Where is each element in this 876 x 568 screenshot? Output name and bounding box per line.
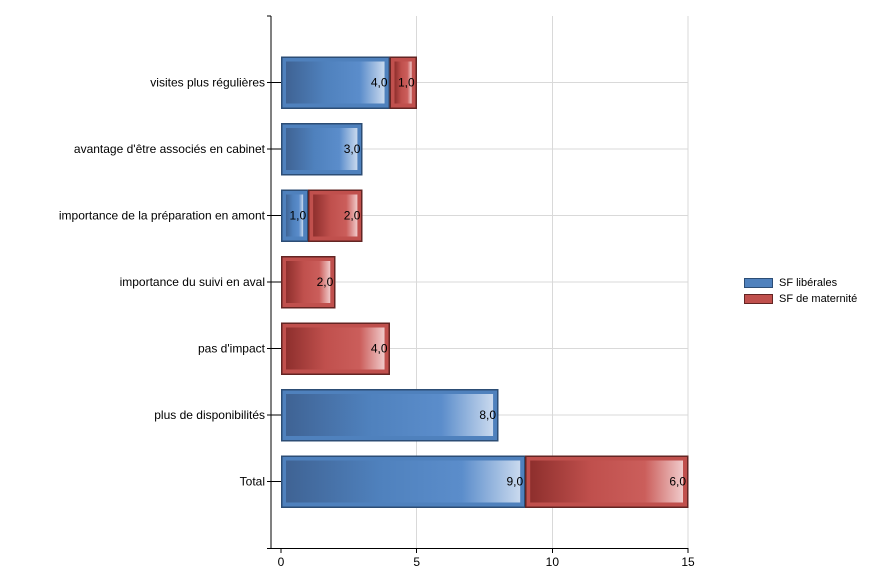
bar-fill-sf-maternite-2 xyxy=(313,194,358,237)
data-label-sf-maternite-4: 4,0 xyxy=(371,342,388,356)
data-label-sf-liberales-6: 9,0 xyxy=(507,475,524,489)
bar-fill-sf-liberales-0 xyxy=(286,61,385,104)
legend-item-sf-maternite: SF de maternité xyxy=(744,292,857,306)
bar-fill-sf-maternite-0 xyxy=(394,61,412,104)
x-tick-label-3: 15 xyxy=(681,555,695,568)
x-tick-label-0: 0 xyxy=(278,555,285,568)
data-label-sf-maternite-3: 2,0 xyxy=(317,275,334,289)
category-label-0: visites plus régulières xyxy=(150,76,265,90)
legend-swatch-sf-maternite xyxy=(744,294,773,304)
x-tick-label-2: 10 xyxy=(546,555,560,568)
labels: 4,0 1,0 3,0 1,0 2,0 2,0 4,0 8,0 9,0 6,0 visites pl… xyxy=(59,76,695,568)
legend-swatch-sf-liberales xyxy=(744,278,773,288)
x-tick-label-1: 5 xyxy=(413,555,420,568)
legend-label-sf-maternite: SF de maternité xyxy=(779,293,858,305)
data-label-sf-liberales-2: 1,0 xyxy=(289,209,306,223)
category-label-1: avantage d'être associés en cabinet xyxy=(74,142,266,156)
bar-fill-sf-liberales-6 xyxy=(286,460,521,503)
legend-item-sf-liberales: SF libérales xyxy=(744,276,857,290)
bar-fill-sf-maternite-3 xyxy=(286,261,331,303)
data-label-sf-liberales-0: 4,0 xyxy=(371,76,388,90)
category-label-4: pas d'impact xyxy=(198,342,266,356)
category-label-3: importance du suivi en aval xyxy=(120,275,265,289)
legend: SF libérales SF de maternité xyxy=(744,276,857,308)
data-label-sf-liberales-1: 3,0 xyxy=(344,142,361,156)
data-label-sf-maternite-2: 2,0 xyxy=(344,209,361,223)
bar-fill-sf-liberales-1 xyxy=(286,128,358,170)
axes xyxy=(267,15,689,553)
bar-fill-sf-liberales-2 xyxy=(286,194,304,237)
bar-fill-sf-maternite-4 xyxy=(286,327,385,370)
category-label-6: Total xyxy=(240,475,265,489)
data-label-sf-maternite-0: 1,0 xyxy=(398,76,415,90)
category-label-2: importance de la préparation en amont xyxy=(59,209,266,223)
data-label-sf-liberales-5: 8,0 xyxy=(479,408,496,422)
bar-fill-sf-maternite-6 xyxy=(530,460,683,503)
legend-label-sf-liberales: SF libérales xyxy=(779,277,838,289)
category-label-5: plus de disponibilités xyxy=(154,408,265,422)
bars xyxy=(280,56,689,508)
bar-fill-sf-liberales-5 xyxy=(286,394,494,436)
data-label-sf-maternite-6: 6,0 xyxy=(669,475,686,489)
